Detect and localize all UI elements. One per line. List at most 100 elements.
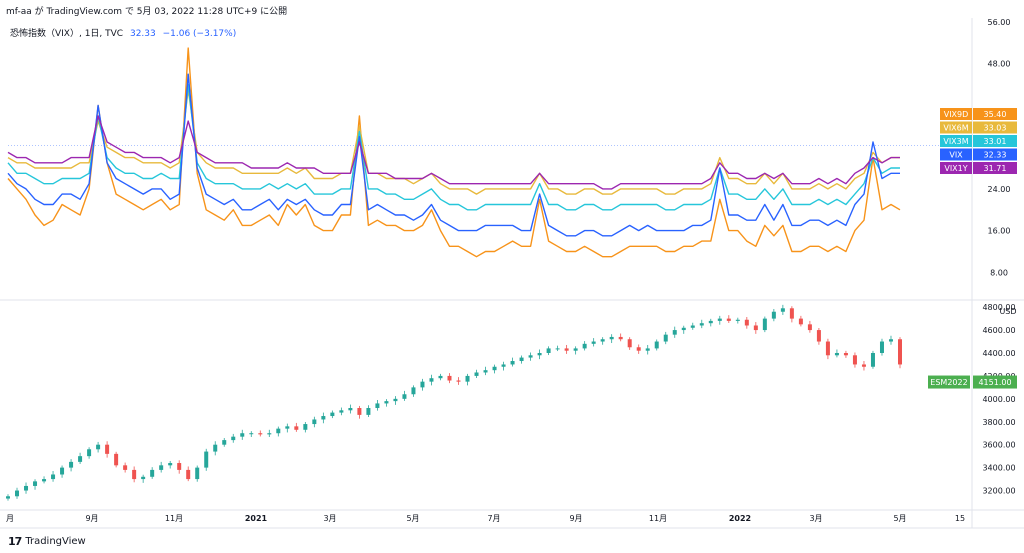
candle-body — [492, 366, 497, 371]
candle-body — [6, 496, 10, 499]
es-axis-tick: 3400.00 — [982, 464, 1015, 473]
candle-body — [105, 444, 110, 454]
time-axis-tick: 3月 — [323, 514, 336, 523]
candle-body — [447, 375, 452, 381]
candle-body — [861, 364, 866, 367]
candle-body — [87, 449, 92, 457]
label-value-bg-vix — [973, 148, 1017, 161]
candle-body — [150, 469, 155, 477]
time-axis-tick: 11月 — [649, 514, 667, 523]
candle-body — [393, 398, 398, 402]
candle-body — [33, 481, 38, 486]
time-axis-tick: 3月 — [809, 514, 822, 523]
candle-body — [510, 361, 515, 365]
candle-body — [222, 440, 227, 445]
candle-body — [330, 412, 335, 417]
candle-body — [456, 380, 461, 382]
candle-body — [303, 424, 308, 430]
label-name-bg-vix — [940, 148, 972, 161]
label-value-vix9d: 35.40 — [984, 110, 1007, 119]
candle-body — [249, 433, 254, 435]
candle-body — [285, 426, 290, 429]
tradingview-logo-icon: 17 — [8, 535, 22, 548]
candle-body — [762, 318, 767, 331]
candle-body — [798, 318, 803, 325]
time-axis-tick: 9月 — [569, 514, 582, 523]
series-line-vix1y — [7, 115, 900, 190]
candle-body — [780, 308, 785, 312]
candle-body — [591, 341, 596, 344]
candle-body — [888, 339, 893, 342]
candle-body — [42, 479, 47, 482]
candle-body — [195, 467, 200, 480]
label-name-bg-vix1y — [940, 162, 972, 174]
candle-body — [294, 426, 299, 430]
candle-body — [645, 348, 650, 351]
candle-body — [60, 467, 65, 475]
candle-body — [15, 490, 20, 497]
time-axis-tick: 5月 — [406, 514, 419, 523]
candle-body — [636, 347, 641, 351]
label-name-bg-vix9d — [940, 108, 972, 120]
candle-body — [537, 352, 542, 356]
candle-body — [420, 381, 425, 388]
candle-body — [204, 451, 209, 468]
time-axis-tick: 月 — [6, 514, 14, 523]
candle-body — [834, 352, 839, 356]
candle-body — [825, 341, 830, 356]
candle-body — [339, 410, 344, 413]
candle-body — [159, 465, 164, 470]
candle-body — [177, 463, 182, 470]
candle-body — [141, 476, 146, 480]
es-name-label: ESM2022 — [930, 378, 967, 387]
candle-body — [384, 401, 389, 404]
label-value-vix3m: 33.01 — [984, 137, 1007, 146]
candle-body — [276, 428, 281, 434]
candle-body — [24, 485, 29, 491]
candle-body — [870, 352, 875, 367]
candle-body — [852, 355, 857, 365]
label-name-vix9d: VIX9D — [944, 110, 969, 119]
candle-body — [528, 355, 533, 358]
candle-body — [231, 436, 236, 441]
candle-body — [807, 324, 812, 331]
time-axis-tick: 11月 — [165, 514, 183, 523]
candle-body — [69, 461, 74, 468]
candle-body — [96, 444, 101, 450]
candle-body — [690, 325, 695, 328]
candle-body — [501, 364, 506, 367]
label-value-bg-vix6m — [973, 121, 1017, 134]
label-name-bg-vix6m — [940, 121, 972, 134]
es-unit-label: USD — [999, 307, 1016, 316]
candle-body — [168, 463, 173, 466]
candle-body — [312, 419, 317, 425]
label-name-vix1y: VIX1Y — [944, 164, 967, 173]
series-line-vix9d — [7, 47, 901, 258]
footer-brand: TradingView — [25, 536, 86, 547]
candle-body — [267, 433, 272, 435]
es-axis-tick: 3800.00 — [982, 418, 1015, 427]
candle-body — [258, 433, 263, 435]
candle-body — [321, 416, 326, 420]
candle-body — [681, 327, 686, 331]
candle-body — [618, 336, 623, 340]
candle-body — [600, 339, 605, 342]
candle-body — [411, 387, 416, 395]
es-name-label-bg — [928, 375, 970, 389]
candle-body — [717, 318, 722, 321]
candle-body — [898, 339, 902, 365]
candle-body — [114, 453, 119, 466]
candle-body — [879, 341, 884, 353]
es-axis-tick: 4800.00 — [982, 303, 1015, 312]
candle-body — [132, 469, 137, 480]
legend-change: −1.06 (−3.17%) — [162, 29, 237, 39]
candle-body — [240, 433, 245, 437]
label-value-vix1y: 31.71 — [984, 164, 1007, 173]
candle-body — [474, 372, 479, 376]
series-line-vix6m — [7, 89, 900, 195]
candle-body — [348, 408, 353, 411]
label-name-vix3m: VIX3M — [943, 137, 968, 146]
candle-body — [789, 308, 794, 319]
candle-body — [609, 336, 614, 340]
